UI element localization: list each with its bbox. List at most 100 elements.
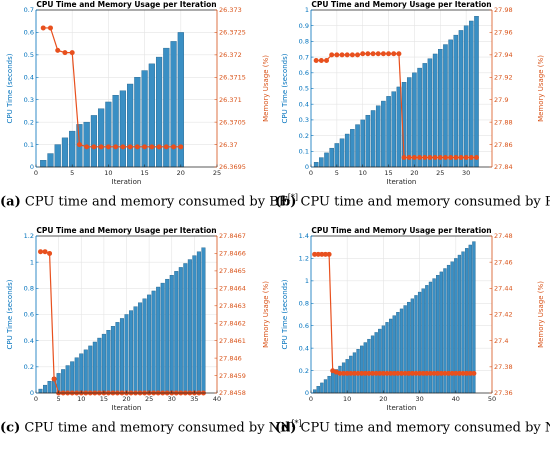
y2-tick-label: 27.96 [494,29,513,37]
chart-panel-c: CPU Time and Memory Usage per Iteration 0… [0,226,302,452]
chart-d: CPU Time and Memory Usage per Iteration 0… [281,226,545,412]
x-tick-label: 30 [415,395,423,403]
cpu-time-bar [83,349,88,394]
y-tick-label: 1.2 [299,255,309,263]
memory-usage-point [365,51,371,57]
y-tick-label: 0.6 [299,69,309,77]
cpu-time-bar [448,39,453,168]
cpu-time-bar [70,361,75,394]
cpu-time-bar [367,338,371,394]
memory-usage-point [40,25,46,31]
y-tick-label: 0 [305,389,309,397]
cpu-time-bar [115,322,120,394]
cpu-time-bar [421,288,425,394]
memory-usage-point [51,376,57,382]
memory-usage-point [120,144,126,150]
y-tick-label: 0.8 [299,299,309,307]
cpu-time-bar [38,388,43,394]
y-axis-label: CPU Time (seconds) [6,53,14,123]
memory-usage-point [55,47,61,53]
cpu-time-bar [363,342,367,394]
memory-usage-point [149,144,155,150]
y-tick-label: 1 [305,6,309,14]
memory-usage-point [329,52,335,58]
cpu-time-bar [355,124,360,168]
y2-tick-label: 27.9 [494,96,508,104]
y2-axis-label: Memory Usage (%) [262,281,270,348]
cpu-time-bar [374,332,378,394]
caption-b: (b) CPU time and memory consumed by PM[*… [275,194,550,210]
cpu-time-bar [341,362,346,394]
chart-panel-b: CPU Time and Memory Usage per Iteration 0… [275,0,550,226]
y2-tick-label: 27.8465 [219,267,246,275]
cpu-time-bar [381,100,386,168]
y2-tick-label: 26.3695 [219,163,246,171]
y-tick-label: 0.4 [299,344,309,352]
x-tick-label: 10 [104,169,112,177]
cpu-time-bar [386,96,391,168]
memory-usage-point [396,51,402,57]
cpu-time-bar [324,152,329,168]
cpu-time-bar [428,281,433,394]
cpu-time-bar [432,53,438,168]
cpu-time-bar [196,251,201,394]
memory-usage-point [406,154,412,160]
cpu-time-bar [110,326,115,394]
memory-usage-point [47,25,53,31]
memory-usage-point [171,144,177,150]
x-tick-label: 0 [34,395,38,403]
y-tick-label: 0.6 [299,322,309,330]
x-tick-label: 20 [410,169,418,177]
cpu-time-bar [119,90,126,168]
cpu-time-bar [417,67,422,168]
y2-tick-label: 27.8464 [219,285,246,293]
cpu-time-bar [165,278,170,394]
memory-usage-point [349,52,355,58]
y2-tick-label: 26.3705 [219,118,246,126]
memory-usage-point [76,142,82,148]
cpu-time-bar [345,359,349,394]
y-tick-label: 0 [30,163,34,171]
cpu-time-bar [183,263,188,394]
y-tick-label: 0.3 [24,96,34,104]
cpu-time-bar [469,20,474,168]
cpu-time-bar [101,333,106,394]
memory-usage-point [69,50,75,56]
cpu-time-bar [312,389,317,394]
cpu-time-bar [396,312,400,394]
y-tick-label: 0.5 [299,85,309,93]
y2-tick-label: 27.8466 [219,250,246,258]
cpu-time-bar [396,86,402,168]
x-tick-label: 20 [379,395,387,403]
y2-axis-label: Memory Usage (%) [537,55,545,122]
cpu-time-bar [147,294,152,394]
cpu-time-bar [350,129,355,168]
x-tick-label: 10 [359,169,367,177]
y-axis-label: CPU Time (seconds) [6,279,14,349]
cpu-time-bar [92,341,97,394]
y2-axis-label: Memory Usage (%) [262,55,270,122]
cpu-time-bar [463,25,469,168]
y2-tick-label: 27.86 [494,141,513,149]
x-axis-label: Iteration [387,178,417,186]
memory-usage-point [355,52,361,58]
cpu-time-bar [339,138,345,168]
cpu-time-bar [406,77,412,168]
memory-usage-point [91,144,97,150]
y-axis-label: CPU Time (seconds) [281,279,289,349]
memory-usage-point [448,154,454,160]
y-tick-label: 0.9 [299,22,309,30]
y-tick-label: 0.6 [24,311,34,319]
y-tick-label: 0.8 [299,38,309,46]
cpu-time-bar [438,49,443,168]
x-tick-label: 15 [140,169,148,177]
y-tick-label: 0.8 [24,285,34,293]
cpu-time-bar [61,137,69,168]
y2-tick-label: 27.8459 [219,372,246,380]
y-tick-label: 1.2 [24,232,34,240]
y2-tick-label: 27.8463 [219,302,246,310]
memory-usage-point [142,144,148,150]
chart-title-d: CPU Time and Memory Usage per Iteration [311,226,491,235]
y2-tick-label: 26.3725 [219,29,246,37]
memory-usage-point [473,154,479,160]
